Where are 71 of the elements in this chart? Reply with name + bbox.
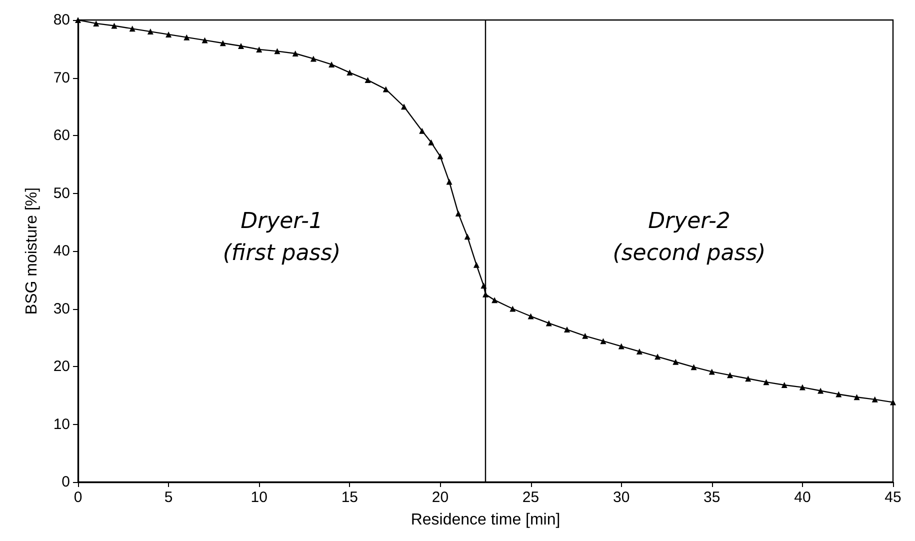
point xyxy=(292,50,298,56)
point xyxy=(184,34,190,40)
point xyxy=(600,338,606,344)
point xyxy=(781,382,788,388)
point xyxy=(799,384,806,390)
point xyxy=(166,31,172,38)
point xyxy=(256,46,262,52)
point xyxy=(854,394,860,400)
y-tick-label: 80 xyxy=(53,12,70,28)
x-tick-label: 15 xyxy=(341,489,358,506)
x-tick-label: 0 xyxy=(74,489,82,506)
x-tick-label: 10 xyxy=(250,489,268,506)
point xyxy=(220,40,226,46)
point xyxy=(238,42,244,49)
point xyxy=(419,128,426,134)
point xyxy=(111,22,118,29)
point xyxy=(564,326,570,333)
point xyxy=(464,234,470,240)
point xyxy=(872,396,878,402)
y-tick-label: 40 xyxy=(53,242,70,260)
point xyxy=(364,77,371,84)
point xyxy=(492,297,498,304)
point xyxy=(763,379,770,386)
point xyxy=(428,139,434,146)
point xyxy=(654,354,661,360)
y-tick-label: 60 xyxy=(53,127,70,144)
x-tick-label: 30 xyxy=(612,489,630,506)
y-tick-label: 50 xyxy=(53,184,70,202)
y-axis-title: BSG moisture [%] xyxy=(24,187,40,315)
point xyxy=(636,348,642,354)
point xyxy=(690,364,697,370)
point xyxy=(510,306,516,312)
y-tick-label: 70 xyxy=(53,69,70,86)
point xyxy=(401,104,407,110)
point xyxy=(546,320,552,326)
point xyxy=(708,368,715,375)
point xyxy=(582,332,588,339)
point xyxy=(818,388,824,394)
point xyxy=(618,343,624,350)
annotation: Dryer-2 (second pass) xyxy=(612,209,766,266)
point xyxy=(836,391,842,398)
x-tick-label: 40 xyxy=(794,489,811,506)
y-tick-label: 20 xyxy=(53,358,70,375)
point xyxy=(382,86,389,92)
y-tick-label: 10 xyxy=(53,416,70,433)
x-axis-title: Residence time [min] xyxy=(410,512,560,528)
point xyxy=(328,61,335,68)
point xyxy=(202,37,208,44)
point xyxy=(745,376,752,382)
point xyxy=(437,153,444,160)
y-tick-label: 30 xyxy=(53,300,70,318)
point xyxy=(93,20,100,26)
x-tick-label: 5 xyxy=(164,489,173,506)
point xyxy=(147,28,154,35)
point xyxy=(274,48,280,54)
point xyxy=(528,313,534,320)
x-tick-label: 20 xyxy=(432,489,449,506)
point xyxy=(310,56,316,62)
x-tick-label: 25 xyxy=(522,489,540,506)
point xyxy=(672,358,679,365)
annotation: Dryer-1 (first pass) xyxy=(222,209,341,266)
point xyxy=(446,178,452,185)
point xyxy=(473,262,480,268)
point xyxy=(727,372,733,378)
x-tick-label: 35 xyxy=(704,489,720,506)
point xyxy=(455,210,462,216)
point xyxy=(346,70,353,76)
point xyxy=(129,26,136,32)
x-tick-label: 45 xyxy=(884,489,902,506)
point xyxy=(75,17,81,23)
y-tick-label: 0 xyxy=(62,474,70,490)
